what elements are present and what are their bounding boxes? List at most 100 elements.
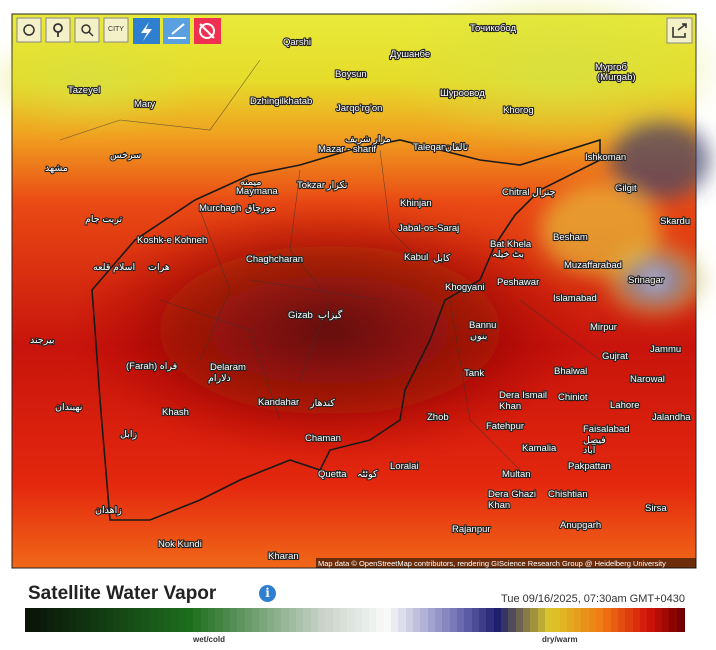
city-label: Muzaffarabad bbox=[564, 260, 622, 271]
city-label: کندهار bbox=[309, 398, 335, 409]
city-label: Maymana bbox=[236, 186, 278, 197]
city-label: Loralai bbox=[390, 461, 419, 472]
city-label: Khogyani bbox=[445, 282, 485, 293]
city-label: Nok Kundi bbox=[158, 539, 202, 550]
city-label: Tazeyel bbox=[68, 85, 100, 96]
city-label: (Murgab) bbox=[597, 72, 636, 83]
city-label: Душанбе bbox=[390, 49, 430, 60]
city-label: فیصل bbox=[583, 435, 606, 446]
city-label: Chaghcharan bbox=[246, 254, 303, 265]
city-label: Mirpur bbox=[590, 322, 617, 333]
city-label: Mary bbox=[134, 99, 155, 110]
share-button[interactable] bbox=[666, 17, 693, 44]
city-label: Мургоб bbox=[595, 62, 627, 73]
city-label: کوئٹہ bbox=[357, 469, 378, 480]
city-label: Jarqo'rg'on bbox=[336, 103, 382, 114]
city-label: مشهد bbox=[45, 163, 68, 174]
city-label: Gujrat bbox=[602, 351, 628, 362]
city-label: Skardu bbox=[660, 216, 690, 227]
info-button[interactable]: i bbox=[259, 585, 276, 602]
city-label: Koshk-e Kohneh bbox=[137, 235, 207, 246]
province-borders bbox=[59, 59, 601, 471]
city-label: اسلام قلعه bbox=[93, 262, 135, 273]
city-label: Шуроовод bbox=[440, 88, 485, 99]
city-label: Quetta bbox=[318, 469, 347, 480]
zoom-button[interactable] bbox=[74, 17, 100, 43]
city-label: Islamabad bbox=[553, 293, 597, 304]
city-label: Qarshi bbox=[283, 37, 311, 48]
city-label: Dera Ismail bbox=[499, 390, 547, 401]
city-label: Chaman bbox=[305, 433, 341, 444]
city-label: چترال bbox=[532, 187, 556, 198]
city-labels: Qarshi Boysun Душанбе Точикобод Tazeyel Mary D… bbox=[29, 22, 692, 563]
city-label: Rajanpur bbox=[452, 524, 491, 535]
city-label: Multan bbox=[502, 469, 531, 480]
map: CITY Qarshi Boysun Душанбе Точикобод Tazeyel… bbox=[0, 0, 716, 569]
city-label: Khan bbox=[499, 401, 521, 412]
city-button-label: CITY bbox=[108, 26, 124, 33]
city-label: Dera Ghazi bbox=[488, 489, 536, 500]
city-label: Kharan bbox=[268, 551, 299, 562]
city-label: تکزار bbox=[326, 180, 348, 191]
city-label: Khan bbox=[488, 500, 510, 511]
timestamp: Tue 09/16/2025, 07:30am GMT+0430 bbox=[501, 593, 685, 605]
city-label: Mazar - sharif bbox=[318, 144, 376, 155]
city-label: Gilgit bbox=[615, 183, 637, 194]
city-label: Sirsa bbox=[645, 503, 667, 514]
city-label: Jammu bbox=[650, 344, 681, 355]
colorbar bbox=[25, 608, 686, 632]
city-button[interactable] bbox=[103, 17, 129, 43]
city-label: دلارام bbox=[208, 373, 231, 384]
colorbar-cell bbox=[676, 608, 686, 632]
city-label: بیرجند bbox=[30, 335, 54, 346]
city-label: Ishkoman bbox=[585, 152, 626, 163]
city-label: Bhalwal bbox=[554, 366, 587, 377]
toolbar: CITY bbox=[16, 17, 693, 44]
city-label: زاهدان bbox=[95, 505, 122, 516]
city-label: Jalandha bbox=[652, 412, 691, 423]
city-label: Zhob bbox=[427, 412, 449, 423]
city-label: Chiniot bbox=[558, 392, 588, 403]
city-label: کابل bbox=[433, 253, 451, 264]
city-label: مورچاق bbox=[245, 203, 276, 214]
title: Satellite Water Vapor bbox=[28, 583, 217, 604]
city-label: Narowal bbox=[630, 374, 665, 385]
city-label: Lahore bbox=[610, 400, 640, 411]
city-label: Точикобод bbox=[470, 23, 516, 34]
city-label: Peshawar bbox=[497, 277, 539, 288]
city-label: زابل bbox=[120, 429, 137, 440]
city-label: Kandahar bbox=[258, 397, 299, 408]
city-label: Boysun bbox=[335, 69, 367, 80]
city-label: بنوں bbox=[470, 331, 487, 342]
city-label: Anupgarh bbox=[560, 520, 601, 531]
imagery bbox=[0, 0, 716, 460]
city-label: مزار شریف bbox=[345, 134, 391, 145]
city-label: Khorog bbox=[503, 105, 534, 116]
locate-button[interactable] bbox=[45, 17, 71, 43]
city-label: Taleqan bbox=[413, 142, 446, 153]
city-label: Chitral bbox=[502, 187, 529, 198]
attribution: Map data © OpenStreetMap contributors, r… bbox=[318, 559, 666, 568]
city-label: آباد bbox=[583, 443, 596, 456]
legend-high: dry/warm bbox=[542, 635, 578, 644]
city-label: Gizab bbox=[288, 310, 313, 321]
city-label: میمنه bbox=[240, 177, 261, 188]
city-label: Khinjan bbox=[400, 198, 432, 209]
city-label: نهبندان bbox=[55, 402, 82, 413]
refresh-button[interactable] bbox=[16, 17, 42, 43]
city-label: Pakpattan bbox=[568, 461, 611, 472]
city-label: بٹ خیلہ bbox=[492, 249, 524, 260]
city-label: Dzhingilkhatab bbox=[250, 96, 312, 107]
city-label: Bannu bbox=[469, 320, 496, 331]
city-label: تالقان bbox=[445, 142, 468, 153]
legend-low: wet/cold bbox=[193, 635, 226, 644]
city-label: هرات bbox=[148, 262, 170, 273]
city-label: تربت جام bbox=[85, 214, 123, 225]
city-label: Kabul bbox=[404, 252, 428, 263]
country-border bbox=[91, 138, 601, 521]
city-label: Khash bbox=[162, 407, 189, 418]
city-label: Faisalabad bbox=[583, 424, 629, 435]
